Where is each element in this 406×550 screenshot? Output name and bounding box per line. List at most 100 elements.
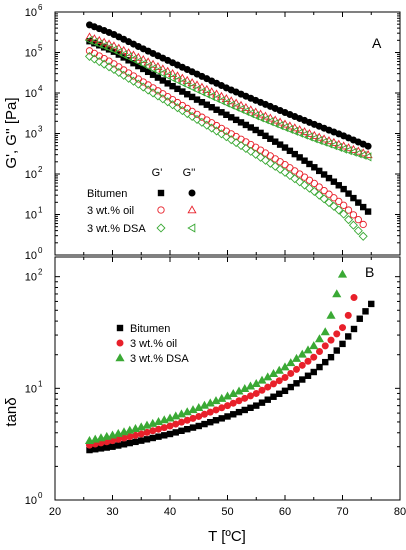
data-point — [309, 186, 319, 196]
data-point — [301, 157, 308, 164]
data-point — [296, 154, 303, 161]
y-tick-label: 10 — [25, 129, 37, 141]
data-point — [123, 52, 132, 62]
data-point — [126, 439, 133, 447]
data-point — [350, 294, 358, 302]
data-point — [327, 354, 335, 361]
data-point — [247, 404, 254, 411]
data-point — [276, 158, 284, 166]
data-point — [363, 152, 372, 162]
data-point — [208, 119, 216, 127]
data-point — [298, 361, 306, 369]
data-point — [299, 130, 308, 140]
data-point — [293, 365, 300, 373]
data-point — [309, 341, 319, 350]
data-point — [166, 422, 174, 430]
data-point — [362, 308, 369, 315]
data-point — [335, 197, 343, 206]
data-point — [207, 418, 214, 426]
data-point — [94, 39, 103, 49]
data-point — [356, 315, 363, 322]
data-point — [319, 137, 328, 147]
data-point — [86, 38, 93, 45]
data-point — [276, 141, 284, 148]
data-point — [236, 104, 245, 114]
data-point — [320, 186, 328, 195]
data-point — [231, 102, 240, 112]
data-point — [133, 57, 142, 67]
data-point — [168, 100, 178, 110]
data-point — [164, 93, 172, 101]
data-point — [310, 353, 318, 361]
data-point — [334, 205, 344, 215]
legend-marker — [116, 339, 124, 347]
data-point — [143, 428, 151, 436]
data-point — [182, 109, 192, 119]
panel-b-data — [84, 269, 375, 454]
data-point — [256, 152, 266, 162]
panel-a-y-axis-label: G', G'' [Pa] — [3, 97, 20, 168]
data-point — [316, 348, 323, 356]
data-point — [265, 158, 275, 168]
data-point — [211, 396, 221, 405]
data-point — [294, 128, 303, 138]
data-point — [89, 37, 98, 47]
data-point — [345, 190, 352, 197]
data-point — [286, 358, 296, 367]
data-point — [306, 160, 313, 168]
data-point — [303, 345, 313, 354]
data-point — [232, 116, 240, 124]
data-point — [237, 119, 245, 126]
data-point — [199, 400, 210, 409]
data-point — [304, 183, 314, 193]
data-point — [240, 384, 250, 393]
legend-header-g-prime: G' — [152, 167, 163, 179]
data-point — [321, 342, 329, 350]
data-point — [206, 91, 215, 101]
data-point — [275, 377, 283, 385]
data-point — [160, 424, 168, 432]
data-point — [104, 62, 114, 72]
y-tick-label-exponent: 6 — [38, 3, 43, 12]
data-point — [159, 90, 167, 98]
data-point — [105, 46, 113, 53]
data-point — [148, 88, 158, 98]
data-point — [355, 199, 362, 206]
legend-b-label-oil: 3 wt.% oil — [130, 338, 177, 350]
data-point — [109, 64, 119, 75]
data-point — [138, 82, 148, 92]
data-point — [329, 141, 338, 151]
data-point — [119, 70, 129, 80]
data-point — [228, 389, 238, 398]
data-point — [94, 57, 104, 67]
data-point — [221, 98, 230, 108]
data-point — [221, 132, 231, 142]
data-point — [138, 59, 147, 69]
data-point — [340, 185, 347, 193]
data-point — [109, 45, 118, 55]
data-point — [218, 415, 225, 422]
data-point — [202, 120, 212, 130]
data-point — [353, 149, 362, 159]
data-point — [270, 161, 280, 171]
data-point — [350, 325, 358, 333]
data-point — [304, 132, 313, 142]
y-tick-label-exponent: 1 — [38, 206, 43, 215]
panel-b-label: B — [365, 264, 374, 280]
data-point — [252, 143, 260, 151]
data-point — [222, 391, 233, 400]
data-point — [143, 85, 153, 95]
data-point — [187, 82, 196, 92]
data-point — [229, 399, 237, 407]
legend-marker-g-double-prime — [187, 223, 196, 233]
data-point — [275, 121, 284, 131]
legend-label-dsa: 3 wt.% DSA — [87, 223, 146, 235]
data-point — [166, 430, 174, 438]
y-tick-label-exponent: 2 — [38, 268, 43, 277]
data-point — [354, 216, 362, 224]
data-point — [182, 80, 191, 90]
data-point — [315, 183, 323, 191]
data-point — [295, 177, 305, 187]
data-point — [154, 74, 162, 81]
